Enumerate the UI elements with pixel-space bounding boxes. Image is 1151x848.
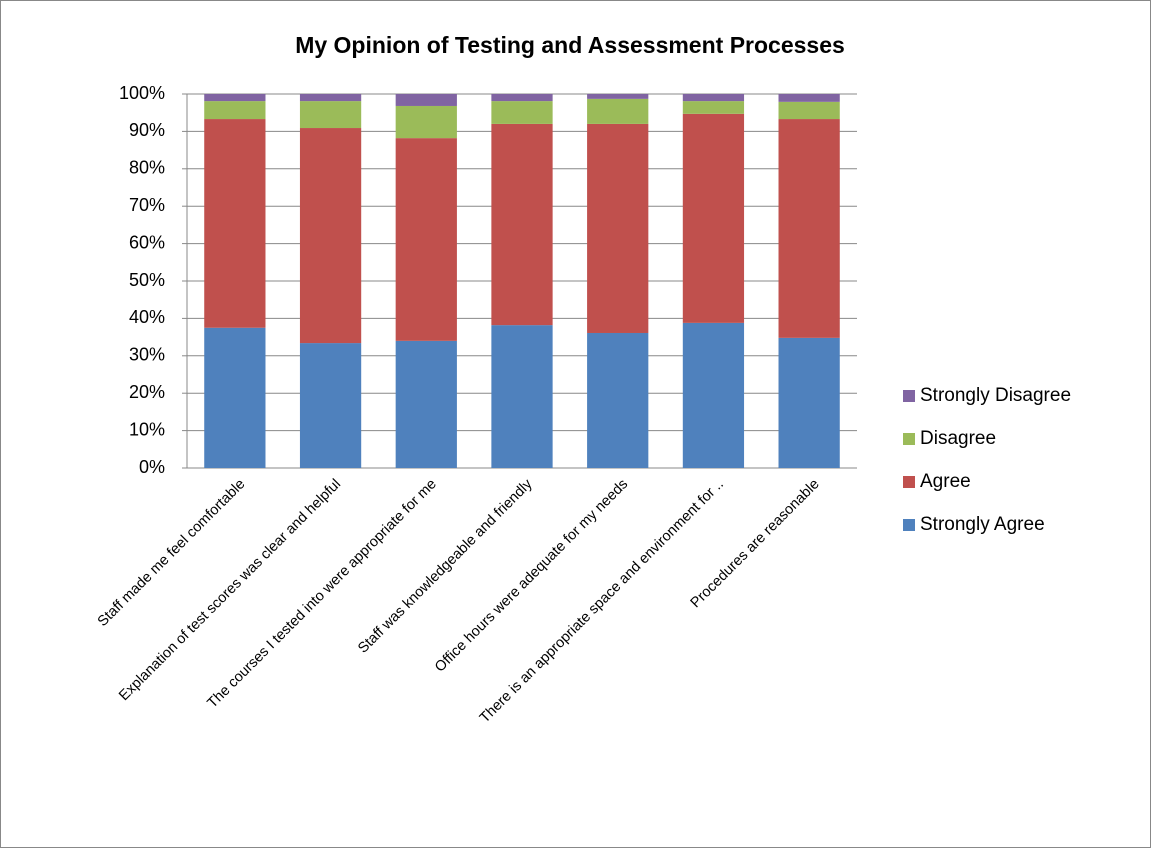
- legend-swatch: [903, 476, 915, 488]
- y-tick-label: 10%: [129, 419, 165, 439]
- y-tick-label: 70%: [129, 195, 165, 215]
- bar-segment: [587, 94, 649, 99]
- legend-label: Agree: [920, 471, 971, 492]
- bar-segment: [204, 327, 266, 468]
- y-tick-label: 20%: [129, 382, 165, 402]
- y-tick-label: 100%: [119, 83, 165, 103]
- bar-segment: [778, 101, 840, 120]
- bar-segment: [204, 119, 266, 328]
- y-tick-label: 90%: [129, 120, 165, 140]
- bar-segment: [778, 337, 840, 468]
- bar-segment: [395, 340, 457, 468]
- legend-swatch: [903, 433, 915, 445]
- y-tick-label: 30%: [129, 345, 165, 365]
- y-tick-label: 80%: [129, 158, 165, 178]
- bar-segment: [778, 119, 840, 338]
- legend-swatch: [903, 390, 915, 402]
- bar-segment: [299, 128, 362, 344]
- bar-segment: [682, 113, 745, 323]
- legend-swatch: [903, 519, 915, 531]
- legend-label: Strongly Agree: [920, 514, 1045, 535]
- bar-segment: [682, 101, 745, 114]
- legend-label: Strongly Disagree: [920, 385, 1071, 406]
- bar-segment: [491, 94, 553, 102]
- bar-segment: [587, 332, 649, 468]
- bar-segment: [395, 105, 457, 139]
- bar-segment: [299, 94, 362, 102]
- y-tick-label: 50%: [129, 270, 165, 290]
- y-tick-label: 60%: [129, 232, 165, 252]
- bar-segment: [491, 325, 553, 468]
- bar-segment: [587, 98, 649, 124]
- bar-segment: [395, 94, 457, 106]
- legend-label: Disagree: [920, 428, 996, 449]
- y-tick-label: 0%: [139, 457, 165, 477]
- chart-title: My Opinion of Testing and Assessment Pro…: [295, 32, 845, 58]
- bar-segment: [395, 138, 457, 341]
- bar-segment: [682, 322, 745, 468]
- bar-segment: [778, 94, 840, 102]
- y-tick-label: 40%: [129, 307, 165, 327]
- bar-segment: [204, 94, 266, 102]
- bar-segment: [491, 123, 553, 326]
- bar-segment: [682, 94, 745, 102]
- bar-segment: [299, 101, 362, 129]
- bar-segment: [491, 101, 553, 124]
- bar-segment: [204, 101, 266, 120]
- bar-segment: [299, 343, 362, 468]
- bar-segment: [587, 123, 649, 333]
